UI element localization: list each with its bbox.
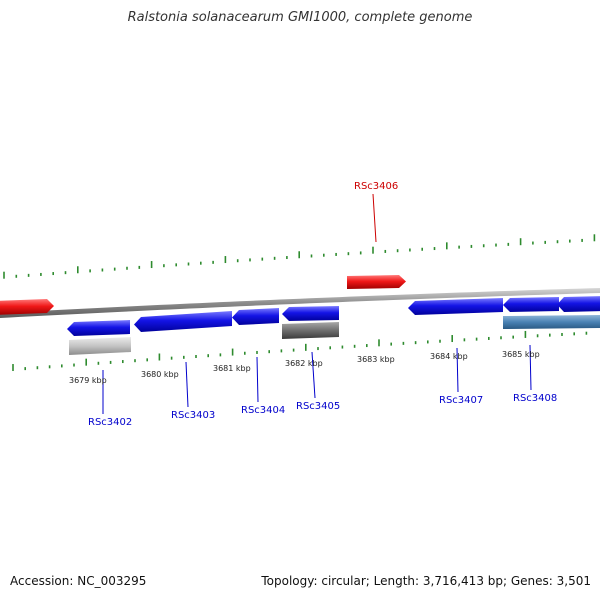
genome-backbone-layer	[0, 288, 600, 318]
genome-title: Ralstonia solanacearum GMI1000, complete…	[127, 10, 473, 25]
gene-label: RSc3405	[296, 401, 340, 412]
reverse-gene-arrow	[282, 306, 339, 321]
reverse-gene-arrow	[134, 311, 232, 332]
inner-tick-track	[12, 330, 588, 372]
label-leaders	[102, 193, 532, 414]
reverse-gene-arrow	[67, 320, 130, 336]
reverse-gene-arrow	[408, 298, 503, 315]
scale-tick-label: 3682 kbp	[285, 359, 323, 368]
gene-labels: RSc3402 RSc3403 RSc3404 RSc3405 RSc3406 RSc34…	[88, 181, 557, 428]
gene-leader-line	[256, 356, 259, 403]
scale-tick-label: 3685 kbp	[502, 350, 540, 359]
scale-tick-label: 3684 kbp	[430, 352, 468, 361]
gene-leader-line	[456, 347, 459, 393]
reverse-gene-arrow	[232, 308, 279, 325]
reverse-gene-arrow	[503, 297, 559, 312]
scale-tick-label: 3683 kbp	[357, 355, 395, 364]
genome-backbone	[0, 288, 600, 318]
scale-labels: 3679 kbp 3680 kbp 3681 kbp 3682 kbp 3683 kbp…	[69, 350, 540, 385]
gene-leader-line	[372, 193, 377, 243]
gene-label: RSc3403	[171, 410, 215, 421]
gene-label: RSc3406	[354, 181, 398, 192]
gene-label: RSc3404	[241, 405, 285, 416]
reverse-gene-arrow	[557, 296, 600, 312]
gene-leader-line	[529, 344, 532, 391]
rna-feature	[69, 337, 131, 355]
genome-summary-label: Topology: circular; Length: 3,716,413 bp…	[261, 574, 591, 588]
gene-leader-line	[311, 351, 316, 399]
scale-tick-label: 3679 kbp	[69, 376, 107, 385]
forward-gene-arrow	[0, 299, 54, 315]
gene-label: RSc3408	[513, 393, 557, 404]
outer-tick-track	[3, 234, 596, 279]
forward-gene-arrow	[347, 275, 406, 289]
pseudo-feature	[282, 322, 339, 339]
scale-tick-label: 3680 kbp	[141, 370, 179, 379]
steelblue-feature	[503, 315, 600, 329]
gene-label: RSc3402	[88, 417, 132, 428]
gene-label: RSc3407	[439, 395, 483, 406]
accession-label: Accession: NC_003295	[10, 574, 147, 588]
scale-tick-label: 3681 kbp	[213, 364, 251, 373]
gene-leader-line	[185, 361, 189, 408]
gene-features	[0, 275, 600, 355]
